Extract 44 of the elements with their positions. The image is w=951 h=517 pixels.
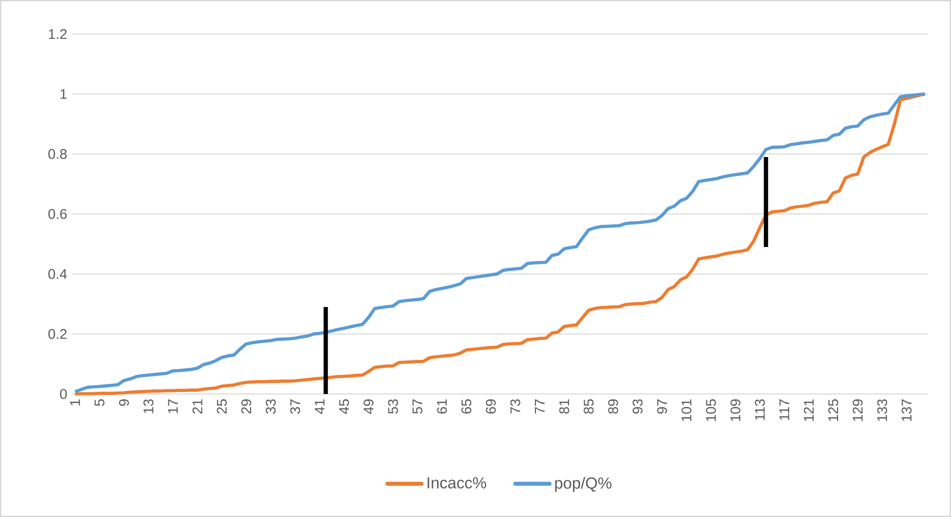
y-tick-label: 0.8 bbox=[48, 149, 67, 159]
x-tick-label: 117 bbox=[780, 399, 790, 420]
x-tick-label: 101 bbox=[682, 399, 692, 421]
x-tick-label: 109 bbox=[730, 399, 740, 421]
x-tick-label: 61 bbox=[436, 399, 447, 414]
y-tick-label: 0.2 bbox=[48, 329, 67, 339]
x-tick-label: 45 bbox=[339, 399, 349, 414]
x-tick-label: 105 bbox=[706, 399, 716, 421]
x-tick-label: 65 bbox=[461, 399, 472, 414]
y-tick-label: 0.4 bbox=[48, 269, 67, 279]
x-tick-label: 37 bbox=[290, 399, 300, 414]
x-tick-label: 73 bbox=[510, 399, 520, 414]
x-tick-label: 25 bbox=[216, 399, 227, 414]
legend-label: Incacc% bbox=[428, 477, 486, 488]
y-tick-label: 0.6 bbox=[48, 209, 67, 219]
x-tick-label: 77 bbox=[534, 399, 545, 414]
x-tick-label: 85 bbox=[584, 399, 594, 414]
x-tick-label: 29 bbox=[241, 399, 252, 414]
x-tick-label: 121 bbox=[804, 399, 814, 421]
x-tick-label: 21 bbox=[192, 399, 202, 414]
x-tick-label: 53 bbox=[388, 399, 398, 414]
x-tick-label: 1 bbox=[70, 399, 80, 406]
x-tick-label: 81 bbox=[559, 399, 570, 414]
x-tick-label: 41 bbox=[314, 399, 324, 414]
x-tick-label: 9 bbox=[119, 399, 129, 406]
x-tick-label: 137 bbox=[902, 399, 912, 421]
y-tick-label: 1 bbox=[60, 89, 67, 99]
y-tick-label: 1.2 bbox=[48, 29, 67, 39]
x-tick-label: 57 bbox=[412, 399, 422, 414]
x-tick-label: 69 bbox=[486, 399, 496, 414]
x-tick-label: 13 bbox=[143, 399, 154, 414]
x-tick-label: 93 bbox=[632, 399, 643, 414]
y-tick-label: 0 bbox=[60, 389, 67, 399]
x-tick-label: 5 bbox=[94, 399, 104, 406]
x-tick-label: 125 bbox=[828, 399, 838, 421]
x-tick-label: 17 bbox=[168, 399, 178, 414]
x-tick-label: 89 bbox=[608, 399, 618, 414]
x-tick-label: 49 bbox=[364, 399, 374, 414]
legend-label: pop/Q% bbox=[555, 476, 612, 492]
x-tick-label: 113 bbox=[754, 399, 765, 420]
x-tick-label: 133 bbox=[877, 399, 888, 421]
x-tick-label: 97 bbox=[657, 399, 667, 414]
x-tick-label: 33 bbox=[266, 399, 276, 414]
x-tick-label: 129 bbox=[852, 399, 863, 421]
